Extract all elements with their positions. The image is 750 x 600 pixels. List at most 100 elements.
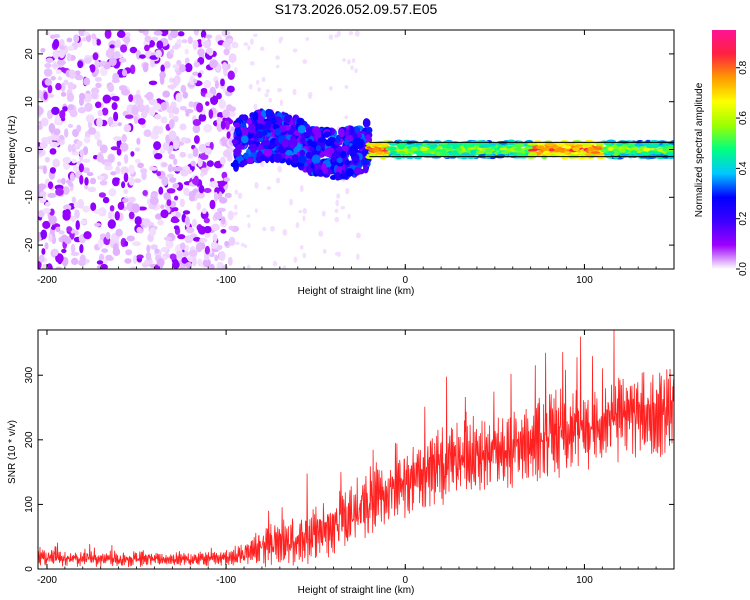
colorbar-tick-label: 0.6 [738,111,749,125]
spectrogram-cell [109,44,115,49]
spectrogram-cell [126,235,135,242]
spectrogram-cell [235,241,240,246]
spectrogram-cell [527,152,538,158]
spectrogram-cell [111,95,120,101]
spectrogram-cell [461,152,471,157]
spectrogram-cell [101,107,109,116]
spectrogram-cell [193,135,200,144]
spectrogram-cell [62,186,70,195]
spectrogram-cell [118,85,128,91]
spectrogram-cell [38,106,44,116]
spectrogram-cell [179,242,186,251]
y-tick-label: -20 [24,237,35,252]
spectrogram-cell [345,168,355,177]
x-tick-label: 100 [576,275,593,286]
spectrogram-cell [70,215,76,223]
spectrogram-cell [166,106,174,114]
spectrogram-cell [246,264,251,269]
spectrogram-cell [224,240,230,247]
spectrogram-cell [182,210,191,215]
spectrogram-cell [228,53,237,63]
spectrogram-cell [277,165,282,173]
spectrogram-cell [642,147,651,152]
spectrogram-cell [185,227,195,234]
spectrogram-cell [220,228,227,234]
spectrogram-cell [190,160,196,167]
spectrogram-cell [180,137,188,144]
spectrogram-cell [554,148,563,152]
spectrogram-cell [94,222,101,227]
spectrogram-cell [315,145,321,152]
spectrogram-cell [149,196,159,206]
spectrogram-cell [273,116,283,126]
spectrogram-cell [601,148,609,152]
spectrogram-cell [328,34,334,40]
x-tick-label: -100 [216,275,236,286]
spectrogram-cell [193,78,198,84]
spectrogram-cell [308,146,315,152]
spectrogram-cell [168,118,175,129]
spectrogram-cell [63,79,69,86]
spectrogram-cell [318,230,324,237]
spectrogram-cell [49,148,57,155]
colorbar-tick-label: 0.0 [738,262,749,276]
spectrogram-cell [178,64,186,73]
spectrogram-cell [160,209,169,219]
spectrogram-cell [77,106,86,114]
spectrogram-cell [220,216,226,225]
spectrogram-cell [246,118,253,125]
spectrogram-cell [74,70,81,76]
spectrogram-cell [41,196,47,203]
spectrogram-cell [67,123,74,128]
spectrogram-cell [69,109,78,118]
spectrogram-cell [79,149,84,157]
spectrogram-cell [233,159,239,166]
x-tick-label: 0 [402,575,408,586]
spectrogram-cell [336,30,341,37]
spectrogram-cell [302,207,307,215]
spectrogram-cell [405,153,412,157]
spectrogram-cell [143,129,152,138]
spectrogram-cell [295,222,300,229]
spectrogram-cell [278,147,287,154]
spectrogram-cell [221,264,229,269]
spectrogram-cell [209,59,218,69]
spectrogram-cell [42,208,51,214]
spectrogram-cell [144,93,152,99]
spectrogram-cell [261,129,268,136]
spectrogram-cell [227,256,233,266]
spectrogram-cell [278,37,282,44]
spectrogram-cell [168,112,174,119]
spectrogram-cell [193,61,201,68]
spectrogram-cell [66,53,72,62]
spectrogram-cell [249,38,254,45]
spectrogram-cell [44,78,52,86]
spectrogram-cell [107,219,116,229]
spectrogram-cell [334,208,339,214]
spectrogram-cell [161,162,168,168]
spectrogram-cell [348,31,353,36]
spectrogram-cell [66,37,73,43]
spectrogram-cell [350,65,354,71]
spectrogram-cell [285,157,292,166]
spectrogram-cell [180,169,189,177]
spectrogram-cell [321,210,326,217]
spectrogram-cell [47,192,57,199]
spectrogram-cell [66,92,75,102]
spectrogram-cell [150,244,158,250]
spectrogram-cell [124,114,134,119]
spectrogram-cell [82,167,90,173]
spectrogram-cell [108,56,117,67]
spectrogram-cell [248,83,253,90]
spectrogram-cell [214,80,219,89]
spectrogram-cell [48,123,56,133]
spectrogram-cell [123,124,132,133]
spectrogram-cell [329,86,333,91]
spectrogram-cell [161,176,169,187]
spectrogram-cell [44,242,49,250]
spectrogram-cell [158,186,164,195]
spectrogram-cell [128,196,136,203]
spectrogram-cell [302,215,306,222]
spectrogram-cell [379,155,387,160]
spectrogram-cell [52,49,60,60]
